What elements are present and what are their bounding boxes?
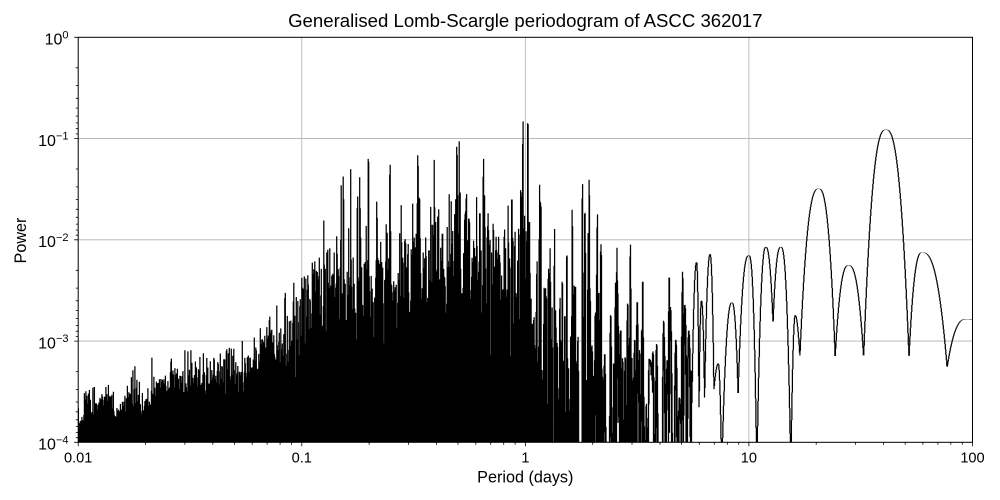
svg-text:Generalised Lomb-Scargle perio: Generalised Lomb-Scargle periodogram of … bbox=[288, 10, 762, 31]
svg-text:Power: Power bbox=[12, 217, 30, 263]
svg-text:Period (days): Period (days) bbox=[477, 469, 573, 487]
svg-text:100: 100 bbox=[960, 451, 984, 467]
svg-text:0.01: 0.01 bbox=[64, 451, 92, 467]
svg-text:0.1: 0.1 bbox=[292, 451, 312, 467]
svg-text:1: 1 bbox=[521, 451, 529, 467]
svg-text:10: 10 bbox=[741, 451, 757, 467]
